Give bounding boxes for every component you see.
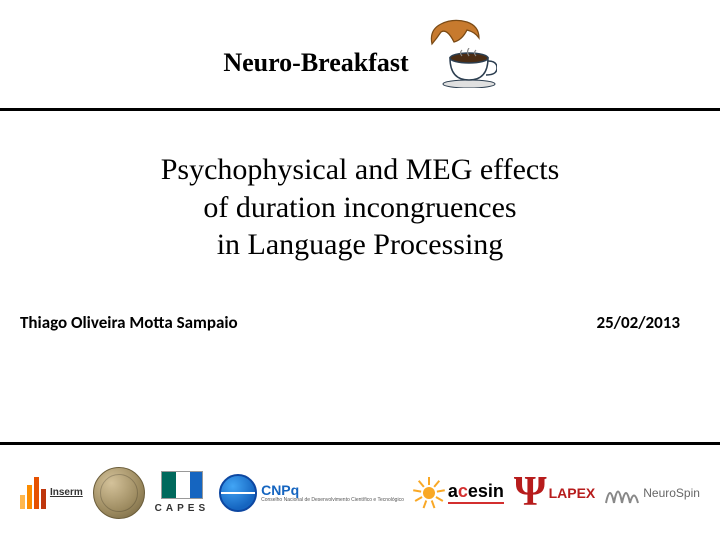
capes-label: CAPES xyxy=(155,503,209,514)
acesin-text-wrap: acesin xyxy=(448,481,504,504)
neurospin-label: NeuroSpin xyxy=(643,486,700,500)
logo-neurospin: NeuroSpin xyxy=(605,478,700,508)
logo-coin-seal xyxy=(93,467,145,519)
cnpq-globe-icon xyxy=(219,474,257,512)
logo-acesin: acesin xyxy=(414,478,504,508)
footer-meta: Thiago Oliveira Motta Sampaio 25/02/2013 xyxy=(0,294,720,351)
header-title: Neuro-Breakfast xyxy=(223,48,408,78)
breakfast-icon xyxy=(417,18,497,88)
title-line-2: of duration incongruences xyxy=(203,191,516,224)
title-line-3: in Language Processing xyxy=(217,228,504,261)
lapex-psi-icon: Ψ xyxy=(514,476,547,510)
acesin-underline xyxy=(448,502,504,504)
coffee-cup-icon xyxy=(442,48,497,88)
presentation-date: 25/02/2013 xyxy=(596,312,680,333)
author-name: Thiago Oliveira Motta Sampaio xyxy=(20,312,238,333)
divider-top xyxy=(0,108,720,111)
inserm-label: Inserm xyxy=(50,487,83,498)
croissant-icon xyxy=(427,18,482,50)
acesin-c: c xyxy=(458,481,468,501)
acesin-pre: a xyxy=(448,481,458,501)
cnpq-sub-label: Conselho Nacional de Desenvolvimento Cie… xyxy=(261,498,404,503)
acesin-sun-icon xyxy=(414,478,444,508)
acesin-post: esin xyxy=(468,481,504,501)
capes-flag-icon xyxy=(161,471,203,499)
main-title: Psychophysical and MEG effects of durati… xyxy=(60,151,660,264)
logo-lapex: Ψ LAPEX xyxy=(514,476,595,510)
logo-capes: CAPES xyxy=(155,471,209,514)
logos-row: Inserm CAPES CNPq Conselho Nacional de D… xyxy=(0,455,720,530)
acesin-label: acesin xyxy=(448,481,504,502)
header-section: Neuro-Breakfast xyxy=(0,0,720,111)
logo-cnpq: CNPq Conselho Nacional de Desenvolviment… xyxy=(219,474,404,512)
divider-bottom xyxy=(0,442,720,445)
neurospin-waves-icon xyxy=(605,478,639,508)
logo-inserm: Inserm xyxy=(20,477,83,509)
main-title-section: Psychophysical and MEG effects of durati… xyxy=(0,111,720,294)
lapex-label: LAPEX xyxy=(549,485,596,501)
inserm-bars-icon xyxy=(20,477,46,509)
cnpq-text-block: CNPq Conselho Nacional de Desenvolviment… xyxy=(261,482,404,503)
header-inner: Neuro-Breakfast xyxy=(223,28,496,98)
cnpq-main-label: CNPq xyxy=(261,482,404,498)
title-line-1: Psychophysical and MEG effects xyxy=(161,153,560,186)
